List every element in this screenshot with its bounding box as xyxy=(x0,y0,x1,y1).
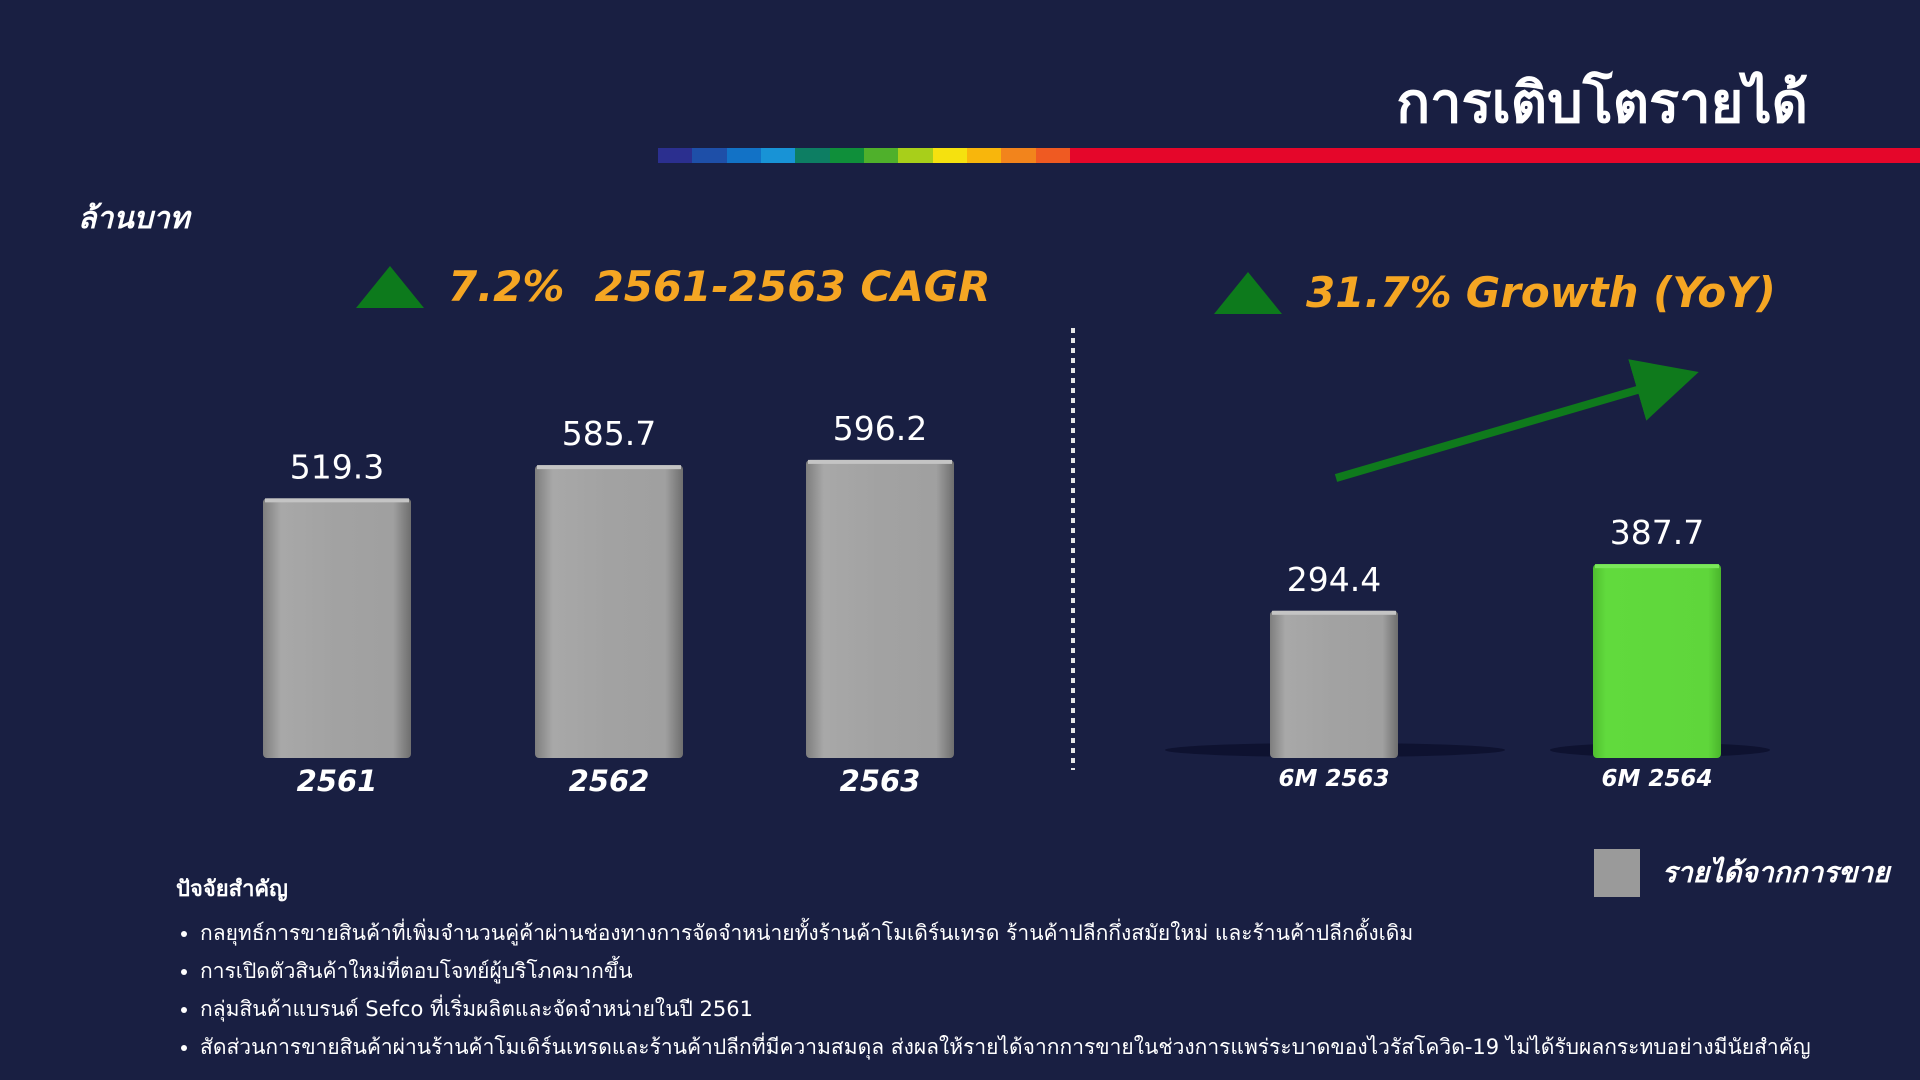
key-factor-item: สัดส่วนการขายสินค้าผ่านร้านค้าโมเดิร์นเท… xyxy=(200,1028,1811,1066)
key-factors-list: กลยุทธ์การขายสินค้าที่เพิ่มจำนวนคู่ค้าผ่… xyxy=(176,914,1811,1066)
bar-annual-2562 xyxy=(535,465,683,758)
rainbow-segment xyxy=(1001,148,1036,163)
up-triangle-icon xyxy=(356,265,424,308)
rainbow-segment xyxy=(726,148,761,163)
rainbow-segment xyxy=(898,148,933,163)
cagr-value: 7.2% xyxy=(448,262,565,311)
category-label: 6M 2564 xyxy=(1602,766,1713,792)
cagr-headline: 7.2% 2561-2563 CAGR xyxy=(356,262,990,311)
rainbow-segment xyxy=(760,148,796,163)
key-factors-heading: ปัจจัยสำคัญ xyxy=(176,877,288,902)
legend-swatch xyxy=(1594,849,1640,897)
rainbow-segment xyxy=(863,148,899,163)
bar-annual-2563 xyxy=(806,459,954,758)
bar-annual-2561 xyxy=(263,498,411,758)
rainbow-segment xyxy=(795,148,830,163)
bar-top-highlight xyxy=(265,498,409,503)
key-factor-item: การเปิดตัวสินค้าใหม่ที่ตอบโจทย์ผู้บริโภค… xyxy=(200,952,1776,990)
bar-top-highlight xyxy=(1595,564,1719,569)
yoy-value: 31.7% xyxy=(1306,268,1452,317)
bar-halfyear-6M-2564 xyxy=(1593,564,1721,758)
bar-top-highlight xyxy=(1272,610,1396,615)
rainbow-divider xyxy=(658,148,1920,163)
halfyear-bar-group: 294.4 6M 2563 387.7 6M 2564 xyxy=(1270,513,1721,792)
rainbow-segment xyxy=(1035,148,1070,163)
rainbow-segment xyxy=(829,148,864,163)
yoy-headline: 31.7% Growth (YoY) xyxy=(1214,268,1776,317)
yoy-text: Growth (YoY) xyxy=(1465,268,1776,317)
key-factor-item: กลยุทธ์การขายสินค้าที่เพิ่มจำนวนคู่ค้าผ่… xyxy=(200,914,1776,952)
unit-label: ล้านบาท xyxy=(78,201,190,236)
annual-bar-group: 519.3 2561 585.7 2562 596.2 2563 xyxy=(263,409,954,798)
page-title: การเติบโตรายได้ xyxy=(1396,71,1808,136)
growth-arrow-icon xyxy=(1334,359,1699,482)
bar-halfyear-6M-2563 xyxy=(1270,610,1398,758)
category-label: 2562 xyxy=(569,764,650,798)
bar-value-label: 585.7 xyxy=(562,414,656,453)
cagr-text: 2561-2563 CAGR xyxy=(594,262,991,311)
category-label: 2563 xyxy=(840,764,921,798)
rainbow-segment xyxy=(966,148,1002,163)
rainbow-segment xyxy=(658,148,693,163)
bar-top-highlight xyxy=(808,459,952,464)
key-factors: ปัจจัยสำคัญ กลยุทธ์การขายสินค้าที่เพิ่มจ… xyxy=(176,871,1811,1066)
category-label: 6M 2563 xyxy=(1279,766,1390,792)
rainbow-segment xyxy=(1069,148,1920,163)
bar-top-highlight xyxy=(537,465,681,470)
up-triangle-icon xyxy=(1214,271,1282,314)
category-label: 2561 xyxy=(297,764,378,798)
bar-value-label: 519.3 xyxy=(290,447,384,486)
bar-value-label: 596.2 xyxy=(833,409,927,448)
legend: รายได้จากการขาย xyxy=(1594,849,1890,897)
bar-value-label: 294.4 xyxy=(1287,560,1381,599)
rainbow-segment xyxy=(932,148,967,163)
key-factor-item: กลุ่มสินค้าแบรนด์ Sefco ที่เริ่มผลิตและจ… xyxy=(200,990,1776,1028)
legend-label: รายได้จากการขาย xyxy=(1662,856,1890,889)
bar-value-label: 387.7 xyxy=(1610,513,1704,552)
rainbow-segment xyxy=(692,148,727,163)
